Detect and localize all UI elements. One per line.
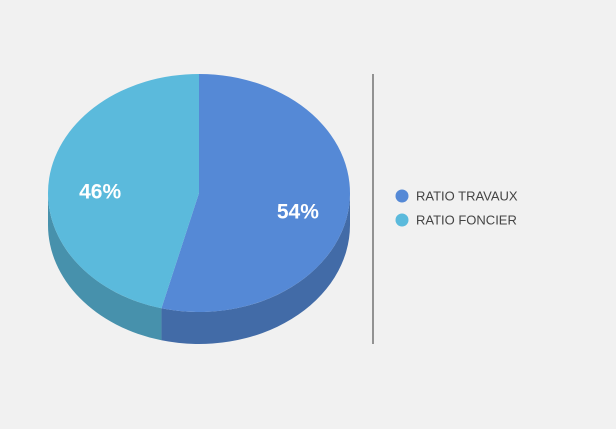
slice-side xyxy=(48,193,162,341)
legend-marker xyxy=(395,189,409,203)
slice xyxy=(161,74,351,313)
legend-marker xyxy=(395,213,409,227)
slice-side xyxy=(161,193,350,344)
slice xyxy=(48,74,200,309)
value-label: 46% xyxy=(79,181,121,204)
legend-label: RATIO FONCIER xyxy=(416,212,517,227)
value-label: 54% xyxy=(277,200,319,223)
legend-label: RATIO TRAVAUX xyxy=(416,188,518,203)
